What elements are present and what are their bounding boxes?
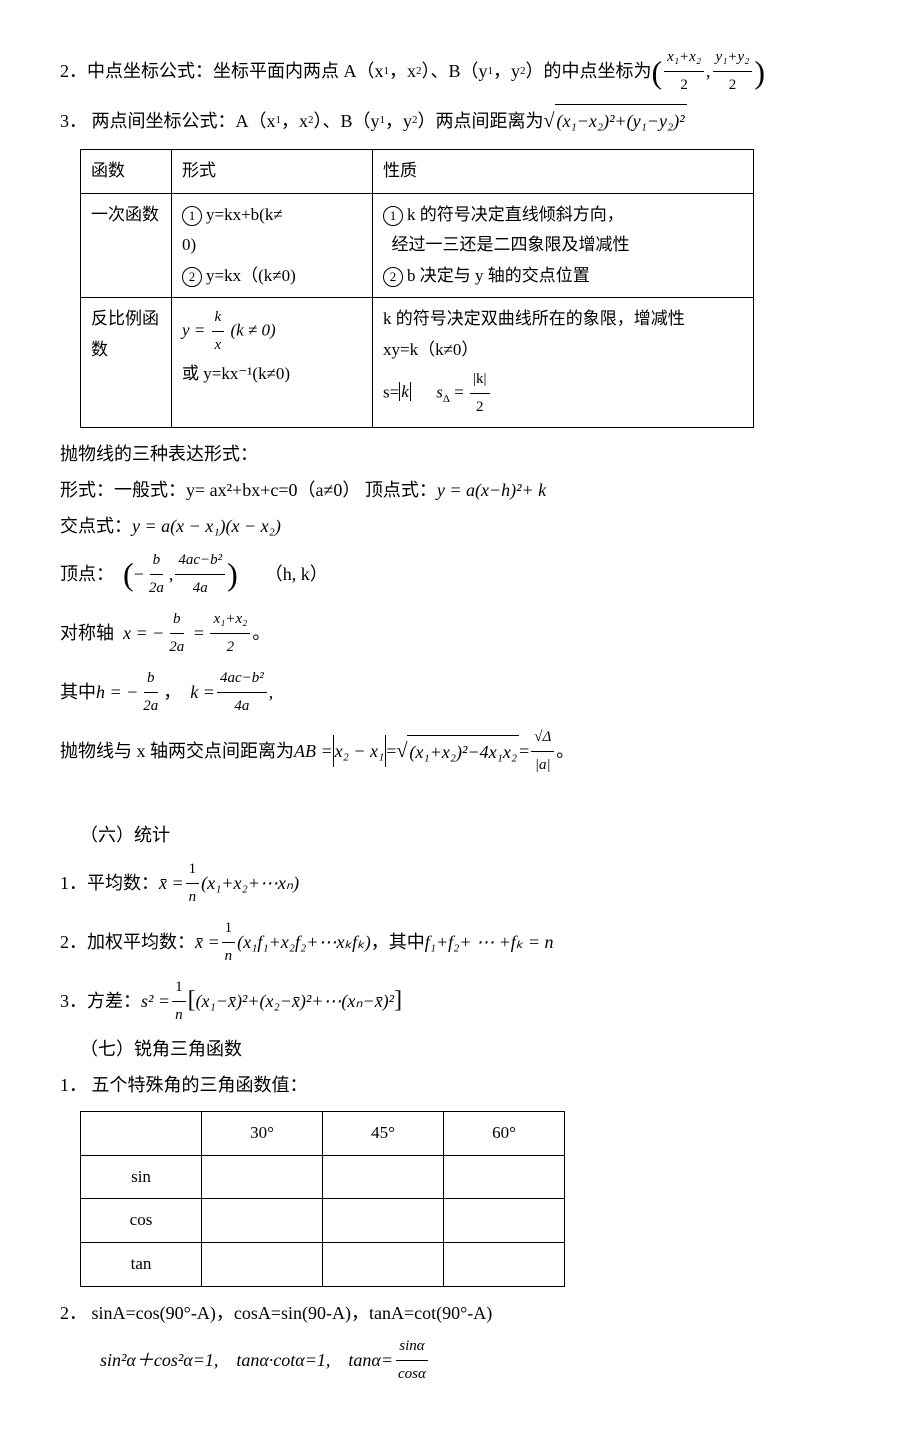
trig-title: 1． 五个特殊角的三角函数值： bbox=[60, 1069, 860, 1101]
parabola-forms: 形式：一般式：y= ax²+bx+c=0（a≠0） 顶点式： y = a(x−h… bbox=[60, 474, 860, 506]
where-hk: 其中 h = − b2a ， k = 4ac−b²4a , bbox=[60, 665, 860, 720]
vertex: 顶点： ( − b2a , 4ac−b²4a ) （h, k） bbox=[60, 547, 860, 602]
table-row: cos bbox=[81, 1199, 565, 1243]
midpoint-frac-2: y₁+y₂ 2 bbox=[713, 44, 753, 99]
distance-sqrt: √ (x₁−x₂)²+(y₁−y₂)² bbox=[544, 103, 687, 139]
weighted-mean-formula: 2．加权平均数： x̄ = 1n (x₁f₁+x₂f₂+⋯xₖfₖ) ，其中 f… bbox=[60, 915, 860, 970]
table-row: 一次函数 1y=kx+b(k≠ 0) 2y=kx（(k≠0) 1k 的符号决定直… bbox=[81, 193, 754, 298]
variance-formula: 3．方差： s² = 1n [ (x₁−x̄)²+(x₂−x̄)²+⋯(xₙ−x… bbox=[60, 974, 860, 1029]
trig-table: 30° 45° 60° sin cos tan bbox=[80, 1111, 565, 1286]
text: 2．中点坐标公式：坐标平面内两点 A（x bbox=[60, 55, 384, 87]
table-row: sin bbox=[81, 1155, 565, 1199]
table-row: 30° 45° 60° bbox=[81, 1112, 565, 1156]
table-row: tan bbox=[81, 1243, 565, 1287]
axis-of-symmetry: 对称轴 x = − b2a = x₁+x₂2 。 bbox=[60, 606, 860, 661]
item-2-midpoint: 2．中点坐标公式：坐标平面内两点 A（x1 ，x2 ）、B（y1 ，y2 ）的中… bbox=[60, 44, 860, 99]
parabola-title: 抛物线的三种表达形式： bbox=[60, 438, 860, 470]
table-row: 函数 形式 性质 bbox=[81, 150, 754, 194]
item-3-distance: 3． 两点间坐标公式：A（x1 ，x2 ）、B（y1 ，y2 ）两点间距离为 √… bbox=[60, 103, 860, 139]
section-7-title: （七）锐角三角函数 bbox=[60, 1033, 860, 1065]
mean-formula: 1．平均数： x̄ = 1n (x₁+x₂+⋯xₙ) bbox=[60, 856, 860, 911]
trig-identity-2: sin²α＋cos²α=1, tanα·cotα=1, tanα= sinαco… bbox=[60, 1333, 860, 1388]
intersect-form: 交点式： y = a(x − x₁)(x − x₂) bbox=[60, 510, 860, 542]
function-table: 函数 形式 性质 一次函数 1y=kx+b(k≠ 0) 2y=kx（(k≠0) … bbox=[80, 149, 754, 428]
section-6-title: （六）统计 bbox=[60, 819, 860, 851]
midpoint-frac-1: x₁+x₂ 2 bbox=[664, 44, 704, 99]
trig-identity-1: 2． sinA=cos(90°-A)，cosA=sin(90-A)，tanA=c… bbox=[60, 1297, 860, 1329]
table-row: 反比例函数 y = kx (k ≠ 0) 或 y=kx⁻¹(k≠0) k 的符号… bbox=[81, 298, 754, 427]
root-distance: 抛物线与 x 轴两交点间距离为 AB = x₂ − x₁ = √(x₁+x₂)²… bbox=[60, 724, 860, 779]
